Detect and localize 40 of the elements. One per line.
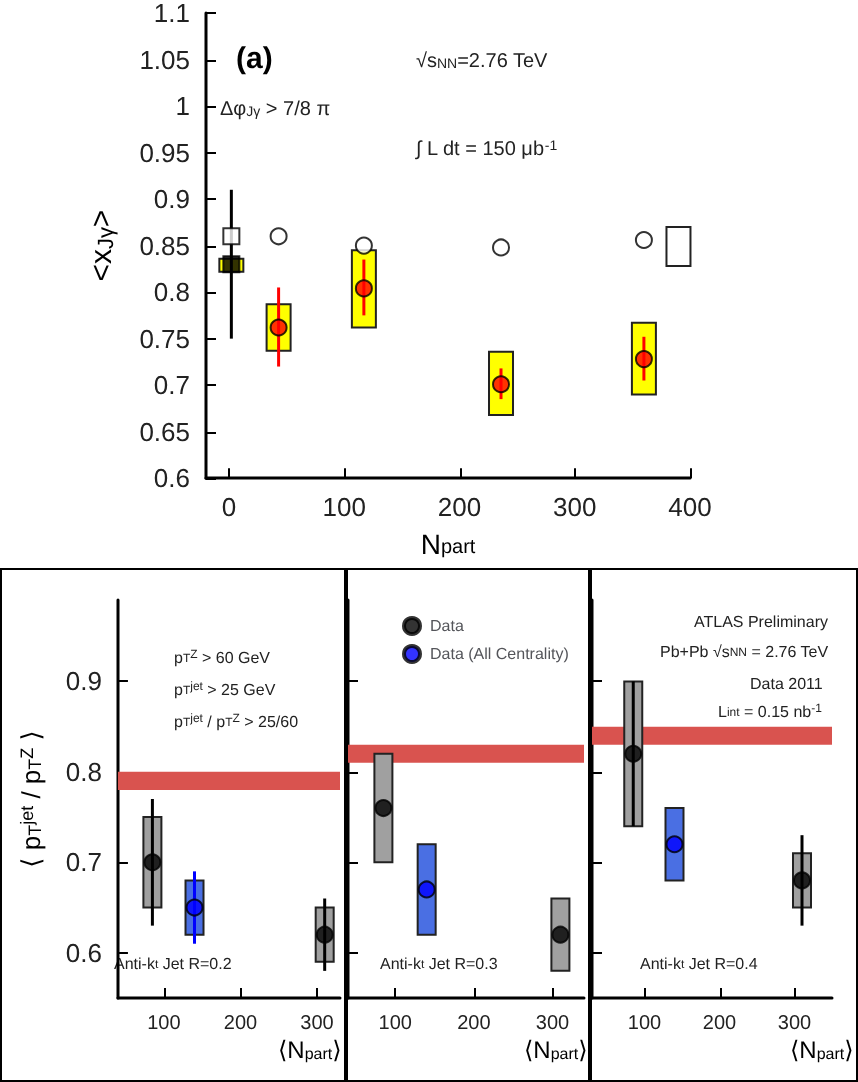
y-tick-label: 0.75 bbox=[139, 323, 190, 354]
text: (a) bbox=[236, 42, 273, 76]
y-axis-title: <xJγ> bbox=[84, 209, 119, 282]
y-tick-label: 0.9 bbox=[65, 666, 102, 697]
x-tick-label: 300 bbox=[535, 1013, 571, 1035]
x-tick-label: 200 bbox=[702, 1013, 738, 1035]
y-tick-label: 0.8 bbox=[153, 277, 190, 308]
x-tick-label: 100 bbox=[378, 1013, 413, 1035]
y-tick-label: 0.65 bbox=[139, 416, 190, 447]
x-tick-label: 300 bbox=[777, 1013, 813, 1035]
x-axis-title: ⟨Npart⟩ bbox=[524, 1036, 588, 1064]
y-tick-label: 0.85 bbox=[139, 230, 190, 261]
x-tick-label: 100 bbox=[627, 1013, 663, 1035]
y-tick-label: 0.95 bbox=[139, 137, 190, 168]
x-tick-label: 300 bbox=[553, 492, 597, 523]
annotation: Data 2011 bbox=[750, 675, 824, 693]
x-tick-label: 200 bbox=[223, 1013, 259, 1035]
x-tick-label: 100 bbox=[322, 492, 366, 523]
x-axis-title: ⟨Npart⟩ bbox=[278, 1036, 342, 1064]
x-tick-label: 0 bbox=[221, 492, 237, 523]
y-tick-label: 0.7 bbox=[153, 370, 190, 401]
y-axis-title: ⟨ pTjet / pTZ ⟩ bbox=[16, 730, 46, 868]
x-tick-label: 100 bbox=[147, 1013, 182, 1035]
y-tick-label: 1.1 bbox=[153, 0, 190, 28]
y-tick-label: 0.9 bbox=[153, 184, 190, 215]
y-tick-label: 0.7 bbox=[65, 847, 102, 878]
y-tick-label: 0.6 bbox=[153, 463, 190, 494]
x-axis-title: ⟨Npart⟩ bbox=[790, 1036, 854, 1064]
x-axis-title: Npart bbox=[420, 528, 476, 560]
x-tick-label: 200 bbox=[437, 492, 482, 523]
legend-label: Data bbox=[430, 617, 465, 635]
x-tick-label: 400 bbox=[668, 492, 712, 523]
x-tick-label: 300 bbox=[300, 1013, 335, 1035]
y-tick-label: 0.8 bbox=[65, 756, 102, 787]
annotation: ATLAS Preliminary bbox=[694, 613, 828, 631]
legend-label: Data (All Centrality) bbox=[430, 645, 570, 663]
y-tick-label: 1 bbox=[175, 91, 190, 122]
y-tick-label: 1.05 bbox=[139, 44, 190, 75]
y-tick-label: 0.6 bbox=[65, 937, 102, 968]
x-tick-label: 200 bbox=[457, 1013, 492, 1035]
